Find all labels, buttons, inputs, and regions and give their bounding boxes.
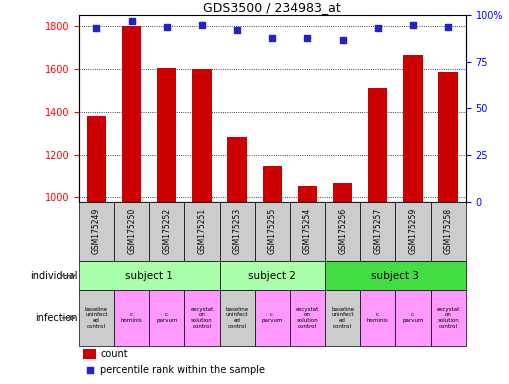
Text: GSM175256: GSM175256 <box>338 208 347 255</box>
Text: GSM175257: GSM175257 <box>373 208 382 255</box>
Bar <box>114 290 149 346</box>
Point <box>409 22 417 28</box>
Point <box>198 22 206 28</box>
Point <box>163 23 171 30</box>
Bar <box>219 202 254 261</box>
Text: c.
hominis: c. hominis <box>121 312 143 323</box>
Bar <box>325 290 360 346</box>
Bar <box>368 88 387 202</box>
Bar <box>395 290 431 346</box>
Point <box>128 18 136 24</box>
Text: infection: infection <box>35 313 77 323</box>
Title: GDS3500 / 234983_at: GDS3500 / 234983_at <box>204 1 341 14</box>
Text: subject 2: subject 2 <box>248 270 296 281</box>
Bar <box>87 116 106 202</box>
Point <box>86 367 94 373</box>
Text: c.
parvum: c. parvum <box>402 312 423 323</box>
Bar <box>114 202 149 261</box>
Text: baseline
uninfect
ed
control: baseline uninfect ed control <box>85 306 108 329</box>
Point <box>93 25 101 31</box>
Text: subject 3: subject 3 <box>372 270 419 281</box>
Bar <box>122 26 142 202</box>
Point <box>303 35 312 41</box>
Text: baseline
uninfect
ed
control: baseline uninfect ed control <box>331 306 354 329</box>
Bar <box>298 185 317 202</box>
Bar <box>431 290 466 346</box>
Text: GSM175254: GSM175254 <box>303 208 312 255</box>
Bar <box>263 166 282 202</box>
Text: GSM175249: GSM175249 <box>92 208 101 255</box>
Text: c.
parvum: c. parvum <box>262 312 283 323</box>
Bar <box>360 202 395 261</box>
Point <box>444 23 452 30</box>
Bar <box>431 202 466 261</box>
Text: excystat
on
solution
control: excystat on solution control <box>190 306 214 329</box>
Bar <box>219 261 325 290</box>
Bar <box>157 68 177 202</box>
Bar <box>184 202 219 261</box>
Point <box>338 36 347 43</box>
Text: GSM175251: GSM175251 <box>197 208 207 255</box>
Text: percentile rank within the sample: percentile rank within the sample <box>100 365 265 375</box>
Text: GSM175258: GSM175258 <box>444 208 453 255</box>
Text: c.
hominis: c. hominis <box>367 312 389 323</box>
Bar <box>254 202 290 261</box>
Text: GSM175252: GSM175252 <box>162 208 172 255</box>
Text: GSM175253: GSM175253 <box>233 208 242 255</box>
Point <box>268 35 276 41</box>
Bar <box>184 290 219 346</box>
Bar <box>228 137 247 202</box>
Bar <box>438 72 458 202</box>
Bar <box>325 202 360 261</box>
Text: subject 1: subject 1 <box>125 270 173 281</box>
Bar <box>290 202 325 261</box>
Text: c.
parvum: c. parvum <box>156 312 178 323</box>
Bar <box>395 202 431 261</box>
Text: GSM175259: GSM175259 <box>409 208 417 255</box>
Text: excystat
on
solution
control: excystat on solution control <box>437 306 460 329</box>
Bar <box>79 202 114 261</box>
Text: GSM175250: GSM175250 <box>127 208 136 255</box>
Bar <box>149 290 184 346</box>
Text: individual: individual <box>30 270 77 281</box>
Point <box>374 25 382 31</box>
Bar <box>333 184 352 202</box>
Text: excystat
on
solution
control: excystat on solution control <box>296 306 319 329</box>
Bar <box>325 261 466 290</box>
Bar <box>192 69 212 202</box>
Point <box>233 27 241 33</box>
Text: baseline
uninfect
ed
control: baseline uninfect ed control <box>225 306 249 329</box>
Bar <box>254 290 290 346</box>
Bar <box>79 290 114 346</box>
Text: GSM175255: GSM175255 <box>268 208 277 255</box>
Bar <box>360 290 395 346</box>
Bar <box>219 290 254 346</box>
Text: count: count <box>100 349 128 359</box>
Bar <box>83 349 96 359</box>
Bar <box>403 55 422 202</box>
Bar <box>149 202 184 261</box>
Bar <box>79 261 219 290</box>
Bar <box>290 290 325 346</box>
